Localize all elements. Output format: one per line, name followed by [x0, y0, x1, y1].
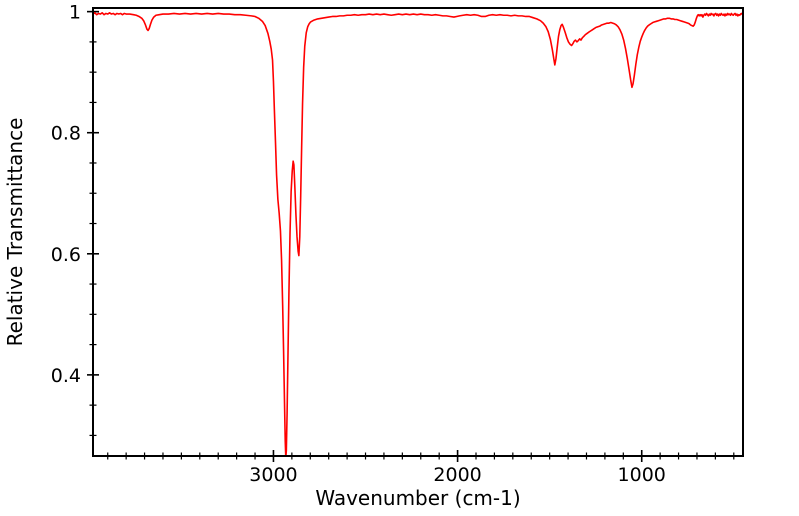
y-tick-label: 0.8: [51, 123, 81, 145]
spectrum-curve: [93, 12, 743, 456]
x-tick-label: 3000: [249, 464, 297, 486]
y-tick-label: 0.6: [51, 244, 81, 266]
spectrum-curve-layer: [93, 12, 743, 456]
x-axis-label: Wavenumber (cm-1): [315, 486, 520, 510]
plot-frame: [92, 7, 744, 457]
y-tick-label: 1: [69, 2, 81, 24]
tick-labels: 3000 2000 1000 1 0.8 0.6 0.4: [51, 2, 666, 486]
x-tick-label: 1000: [618, 464, 666, 486]
y-tick-label: 0.4: [51, 365, 81, 387]
y-axis-label: Relative Transmittance: [3, 118, 27, 347]
axis-ticks: [87, 10, 735, 462]
x-tick-label: 2000: [433, 464, 481, 486]
